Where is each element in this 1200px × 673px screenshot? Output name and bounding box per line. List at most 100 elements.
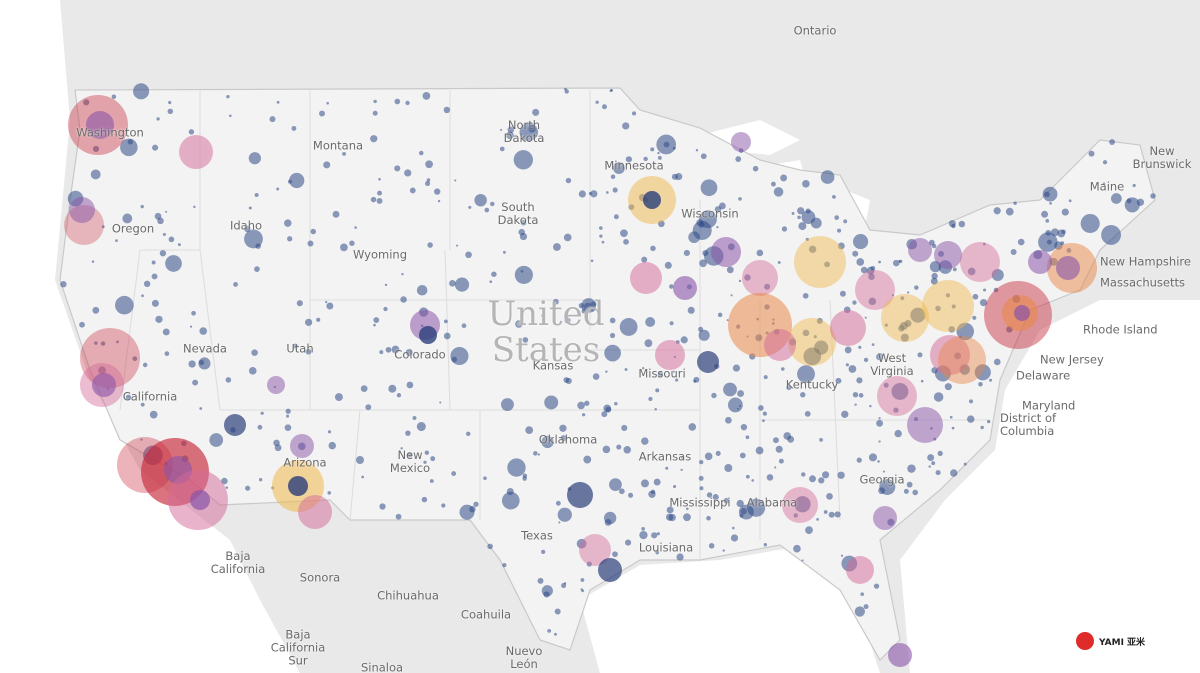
- bubble: [1042, 186, 1058, 202]
- bubble: [927, 454, 935, 462]
- bubble: [466, 431, 471, 437]
- bubble: [1010, 248, 1017, 255]
- bubble: [824, 261, 830, 268]
- bubble: [868, 453, 878, 462]
- bubble: [773, 187, 784, 197]
- bubble: [249, 367, 257, 375]
- bubble: [1051, 228, 1059, 237]
- bubble: [742, 260, 778, 296]
- bubble: [686, 507, 689, 511]
- bubble: [541, 314, 545, 318]
- bubble: [165, 210, 168, 213]
- bubble: [672, 484, 677, 489]
- bubble: [198, 357, 211, 370]
- bubble: [881, 294, 929, 342]
- bubble: [809, 475, 816, 483]
- bubble: [326, 101, 329, 105]
- bubble: [904, 319, 912, 327]
- bubble: [525, 426, 534, 434]
- bubble: [192, 379, 199, 386]
- bubble: [639, 530, 648, 540]
- bubble: [855, 270, 895, 310]
- bubble: [149, 410, 158, 419]
- bubble: [802, 293, 809, 299]
- bubble: [672, 146, 676, 150]
- bubble: [519, 122, 539, 142]
- bubble: [437, 199, 441, 203]
- bubble: [391, 345, 400, 354]
- bubble: [274, 444, 282, 452]
- bubble: [1088, 150, 1095, 157]
- bubble: [675, 173, 683, 181]
- bubble: [794, 496, 811, 513]
- bubble: [319, 110, 325, 117]
- bubble: [723, 497, 730, 504]
- bubble: [888, 643, 912, 667]
- bubble: [520, 269, 524, 273]
- bubble: [379, 503, 386, 510]
- bubble: [563, 377, 570, 383]
- bubble: [537, 577, 544, 584]
- bubble: [557, 507, 572, 522]
- bubble: [245, 485, 251, 491]
- bubble: [959, 335, 962, 339]
- bubble: [864, 316, 867, 319]
- bubble: [425, 180, 431, 187]
- bubble: [1049, 201, 1052, 205]
- bubble: [305, 348, 312, 355]
- bubble: [586, 561, 592, 567]
- bubble: [1045, 219, 1050, 223]
- bubble: [877, 460, 880, 463]
- bubble: [657, 371, 664, 378]
- bubble: [963, 462, 967, 466]
- bubble: [983, 288, 987, 292]
- bubble: [552, 243, 561, 251]
- bubble: [609, 89, 613, 93]
- bubble: [908, 238, 932, 262]
- bubble: [140, 402, 145, 407]
- bubble: [581, 589, 585, 593]
- bubble: [454, 179, 457, 182]
- bubble: [439, 401, 442, 404]
- logo: YAMI 亚米: [1076, 632, 1145, 650]
- bubble: [805, 526, 813, 535]
- bubble: [156, 117, 160, 121]
- bubble: [623, 238, 629, 245]
- bubble: [706, 515, 711, 521]
- bubble: [515, 320, 523, 328]
- bubble: [188, 129, 195, 135]
- bubble: [537, 453, 541, 456]
- bubble: [625, 156, 633, 163]
- bubble: [221, 477, 228, 485]
- bubble: [257, 424, 263, 430]
- bubble: [641, 256, 648, 263]
- bubble: [101, 225, 105, 229]
- bubble: [758, 405, 764, 411]
- bubble: [700, 179, 718, 197]
- bubble: [599, 226, 603, 230]
- bubble: [168, 236, 175, 243]
- bubble: [590, 190, 598, 198]
- bubble: [1013, 201, 1017, 205]
- bubble: [715, 450, 721, 456]
- bubble: [969, 399, 974, 404]
- bubble: [755, 446, 764, 455]
- bubble: [383, 306, 388, 312]
- bubble: [567, 482, 593, 508]
- bubble: [60, 281, 67, 288]
- bubble: [83, 99, 90, 106]
- bubble: [628, 492, 634, 498]
- bubble: [745, 474, 750, 479]
- bubble: [680, 336, 688, 344]
- bubble: [522, 337, 529, 343]
- bubble: [427, 242, 433, 248]
- bubble: [643, 191, 661, 209]
- bubble: [928, 465, 931, 468]
- bubble: [152, 144, 159, 151]
- bubble: [578, 302, 585, 309]
- bubble: [544, 395, 559, 410]
- bubble: [877, 376, 917, 416]
- bubble: [910, 307, 926, 323]
- bubble: [1102, 182, 1106, 186]
- bubble: [935, 305, 941, 312]
